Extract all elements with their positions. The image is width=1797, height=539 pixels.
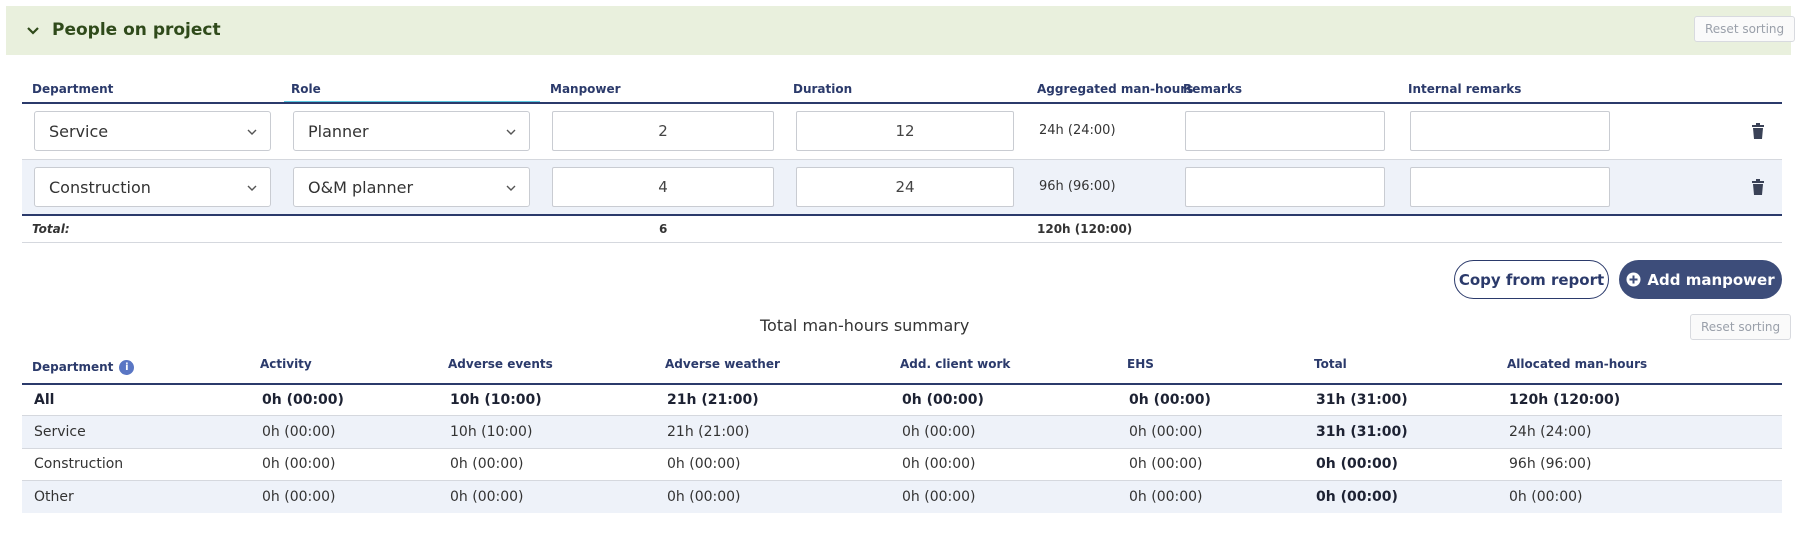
add-manpower-button[interactable]: Add manpower — [1619, 260, 1782, 299]
summary-cell: 0h (00:00) — [450, 489, 524, 505]
summary-cell: 0h (00:00) — [1316, 456, 1398, 472]
summary-title: Total man-hours summary — [760, 316, 970, 335]
summary-col-add-client-work[interactable]: Add. client work — [900, 357, 1011, 371]
summary-cell: 21h (21:00) — [667, 424, 750, 440]
total-aggregated: 120h (120:00) — [1037, 222, 1133, 236]
department-select[interactable]: Construction — [34, 167, 271, 207]
col-internal-remarks[interactable]: Internal remarks — [1408, 82, 1522, 96]
summary-cell: 10h (10:00) — [450, 392, 542, 408]
summary-cell: 0h (00:00) — [262, 456, 336, 472]
summary-cell: 0h (00:00) — [1509, 489, 1583, 505]
chevron-down-icon — [506, 129, 516, 135]
total-manpower: 6 — [659, 222, 668, 236]
summary-cell: 0h (00:00) — [667, 489, 741, 505]
internal-remarks-input[interactable] — [1410, 111, 1610, 151]
summary-col-total[interactable]: Total — [1314, 357, 1347, 371]
plus-circle-icon — [1626, 272, 1641, 287]
summary-cell: All — [34, 392, 55, 408]
summary-cell: Other — [34, 489, 74, 505]
duration-input[interactable]: 12 — [796, 111, 1014, 151]
info-icon[interactable]: i — [119, 360, 135, 375]
summary-col-allocated[interactable]: Allocated man-hours — [1507, 357, 1648, 371]
summary-cell: 0h (00:00) — [902, 456, 976, 472]
manpower-input[interactable]: 2 — [552, 111, 774, 151]
summary-cell: 0h (00:00) — [262, 489, 336, 505]
chevron-down-icon[interactable] — [24, 22, 42, 40]
summary-row — [22, 385, 1782, 416]
summary-cell: 21h (21:00) — [667, 392, 759, 408]
remarks-input[interactable] — [1185, 167, 1385, 207]
summary-cell: 24h (24:00) — [1509, 424, 1592, 440]
summary-reset-sorting-button[interactable]: Reset sorting — [1690, 314, 1792, 340]
col-role[interactable]: Role — [291, 82, 321, 96]
summary-row — [22, 416, 1782, 448]
summary-cell: 10h (10:00) — [450, 424, 533, 440]
copy-from-report-button[interactable]: Copy from report — [1454, 260, 1609, 299]
summary-col-adverse-weather[interactable]: Adverse weather — [665, 357, 780, 371]
panel-title: People on project — [52, 20, 221, 40]
col-aggregated[interactable]: Aggregated man-hours — [1037, 82, 1194, 96]
summary-cell: 0h (00:00) — [902, 424, 976, 440]
col-remarks[interactable]: Remarks — [1183, 82, 1243, 96]
col-manpower[interactable]: Manpower — [550, 82, 621, 96]
summary-col-activity[interactable]: Activity — [260, 357, 312, 371]
summary-col-department[interactable]: Department i — [32, 360, 135, 375]
summary-col-ehs[interactable]: EHS — [1127, 357, 1154, 371]
summary-row — [22, 449, 1782, 480]
summary-cell: 31h (31:00) — [1316, 392, 1408, 408]
duration-input[interactable]: 24 — [796, 167, 1014, 207]
panel-header[interactable]: People on project — [6, 6, 1791, 55]
summary-cell: Construction — [34, 456, 124, 472]
role-select[interactable]: O&M planner — [293, 167, 530, 207]
summary-cell: 0h (00:00) — [1129, 392, 1211, 408]
summary-cell: 0h (00:00) — [262, 424, 336, 440]
chevron-down-icon — [247, 185, 257, 191]
aggregated-value: 24h (24:00) — [1039, 123, 1116, 138]
manpower-input[interactable]: 4 — [552, 167, 774, 207]
header-divider — [22, 102, 1782, 104]
chevron-down-icon — [506, 185, 516, 191]
summary-cell: 96h (96:00) — [1509, 456, 1592, 472]
summary-cell: 0h (00:00) — [262, 392, 344, 408]
summary-cell: 0h (00:00) — [1129, 424, 1203, 440]
summary-cell: 0h (00:00) — [1316, 489, 1398, 505]
department-select[interactable]: Service — [34, 111, 271, 151]
summary-cell: 0h (00:00) — [902, 392, 984, 408]
summary-cell: Service — [34, 424, 86, 440]
summary-col-adverse-events[interactable]: Adverse events — [448, 357, 553, 371]
summary-cell: 31h (31:00) — [1316, 424, 1408, 440]
summary-cell: 120h (120:00) — [1509, 392, 1621, 408]
trash-icon[interactable] — [1751, 123, 1765, 139]
summary-cell: 0h (00:00) — [1129, 456, 1203, 472]
reset-sorting-button[interactable]: Reset sorting — [1694, 16, 1796, 42]
summary-cell: 0h (00:00) — [667, 456, 741, 472]
col-department[interactable]: Department — [32, 82, 114, 96]
remarks-input[interactable] — [1185, 111, 1385, 151]
summary-cell: 0h (00:00) — [450, 456, 524, 472]
summary-cell: 0h (00:00) — [1129, 489, 1203, 505]
col-duration[interactable]: Duration — [793, 82, 853, 96]
role-select[interactable]: Planner — [293, 111, 530, 151]
summary-cell: 0h (00:00) — [902, 489, 976, 505]
total-label: Total: — [32, 222, 70, 236]
summary-row — [22, 481, 1782, 513]
chevron-down-icon — [247, 129, 257, 135]
trash-icon[interactable] — [1751, 179, 1765, 195]
aggregated-value: 96h (96:00) — [1039, 179, 1116, 194]
internal-remarks-input[interactable] — [1410, 167, 1610, 207]
